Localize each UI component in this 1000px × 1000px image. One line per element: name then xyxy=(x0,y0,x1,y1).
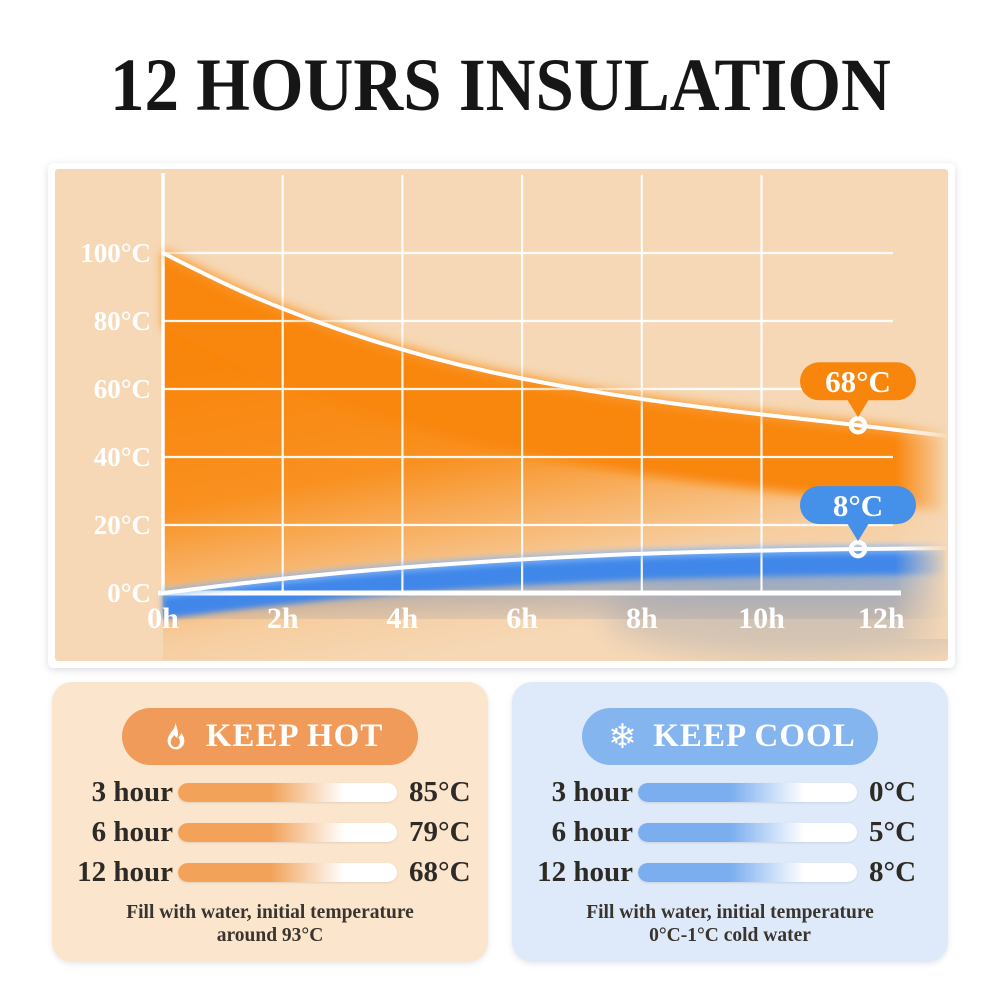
hot-callout-bubble: 68°C xyxy=(800,362,916,435)
keep-hot-pill: KEEP HOT xyxy=(122,708,418,765)
y-axis-label: 0°C xyxy=(107,578,151,608)
cool-callout-label: 8°C xyxy=(833,488,883,523)
temp-bar xyxy=(178,863,397,882)
hot-callout-pointer xyxy=(847,399,869,418)
temp-bar xyxy=(638,863,857,882)
hot-row-12h: 12 hour 68°C xyxy=(52,856,488,888)
temp-bar-fill xyxy=(638,823,857,842)
row-label: 6 hour xyxy=(91,816,173,848)
keep-cool-label: KEEP COOL xyxy=(653,718,856,754)
x-axis-label: 10h xyxy=(738,602,785,635)
axes xyxy=(158,173,901,596)
row-label: 6 hour xyxy=(551,816,633,848)
x-axis-label: 8h xyxy=(626,602,658,635)
cool-callout-bubble: 8°C xyxy=(800,486,916,559)
y-axis-label: 40°C xyxy=(94,442,151,472)
chart-panel: 0°C 20°C 40°C 60°C 80°C 100°C 0h 2h 4h 6h 8h 10h 12h… xyxy=(55,169,948,661)
keep-cool-pill: ❄ KEEP COOL xyxy=(582,708,878,765)
temp-bar-fill xyxy=(178,823,397,842)
row-value: 0°C xyxy=(869,776,917,808)
keep-cool-note: Fill with water, initial temperature 0°C… xyxy=(586,902,874,946)
hot-series-band xyxy=(163,253,945,511)
axis-labels: 0°C 20°C 40°C 60°C 80°C 100°C 0h 2h 4h 6h 8h 10h 12h xyxy=(80,238,905,635)
y-axis-label: 20°C xyxy=(94,510,151,540)
row-value: 5°C xyxy=(869,816,917,848)
cool-row-3h: 3 hour 0°C xyxy=(512,776,948,808)
x-axis-label: 2h xyxy=(267,602,299,635)
cool-series-band xyxy=(163,548,945,619)
row-value: 85°C xyxy=(409,776,471,808)
temp-bar-fill xyxy=(178,863,397,882)
hot-callout-box xyxy=(800,362,916,401)
keep-cool-card: ❄ KEEP COOL 3 hour 0°C 6 hour 5°C 12 hou… xyxy=(512,682,948,962)
page-title: 12 HOURS INSULATION xyxy=(109,44,891,127)
temp-bar-fill xyxy=(638,783,857,802)
row-label: 3 hour xyxy=(91,776,173,808)
cool-callout-pointer xyxy=(847,523,869,542)
y-axis-label: 80°C xyxy=(94,306,151,336)
keep-hot-note: Fill with water, initial temperature aro… xyxy=(126,902,414,946)
hot-marker xyxy=(848,415,868,435)
temp-bar xyxy=(638,823,857,842)
row-value: 79°C xyxy=(409,816,471,848)
hot-row-3h: 3 hour 85°C xyxy=(52,776,488,808)
keep-hot-rows: 3 hour 85°C 6 hour 79°C 12 hour 68°C xyxy=(52,776,488,888)
cool-row-12h: 12 hour 8°C xyxy=(512,856,948,888)
snowflake-icon: ❄ xyxy=(608,716,637,757)
y-axis-label: 60°C xyxy=(94,374,151,404)
temp-bar-fill xyxy=(638,863,857,882)
x-axis-label: 12h xyxy=(858,602,905,635)
hot-row-6h: 6 hour 79°C xyxy=(52,816,488,848)
row-value: 68°C xyxy=(409,856,471,888)
hot-series-curve xyxy=(161,251,947,438)
keep-hot-label: KEEP HOT xyxy=(205,718,384,754)
hot-callout-label: 68°C xyxy=(825,364,891,399)
row-label: 12 hour xyxy=(537,856,633,888)
temp-bar xyxy=(638,783,857,802)
x-axis-label: 0h xyxy=(147,602,179,635)
series-curves xyxy=(160,248,947,598)
flame-icon xyxy=(157,719,193,755)
cool-row-6h: 6 hour 5°C xyxy=(512,816,948,848)
keep-cool-rows: 3 hour 0°C 6 hour 5°C 12 hour 8°C xyxy=(512,776,948,888)
row-label: 3 hour xyxy=(551,776,633,808)
cool-series-curve xyxy=(161,546,947,595)
x-axis-label: 6h xyxy=(506,602,538,635)
row-label: 12 hour xyxy=(77,856,173,888)
right-edge-fade xyxy=(893,199,948,639)
x-axis-label: 4h xyxy=(387,602,419,635)
chart-card: 0°C 20°C 40°C 60°C 80°C 100°C 0h 2h 4h 6h 8h 10h 12h… xyxy=(48,163,955,668)
row-value: 8°C xyxy=(869,856,917,888)
cool-marker xyxy=(848,539,868,559)
keep-hot-card: KEEP HOT 3 hour 85°C 6 hour 79°C 12 hour… xyxy=(52,682,488,962)
insulation-chart: 0°C 20°C 40°C 60°C 80°C 100°C 0h 2h 4h 6h 8h 10h 12h… xyxy=(80,173,948,660)
cool-callout-box xyxy=(800,486,916,525)
temp-bar-fill xyxy=(178,783,397,802)
y-axis-label: 100°C xyxy=(80,238,151,268)
temp-bar xyxy=(178,783,397,802)
temp-bar xyxy=(178,823,397,842)
